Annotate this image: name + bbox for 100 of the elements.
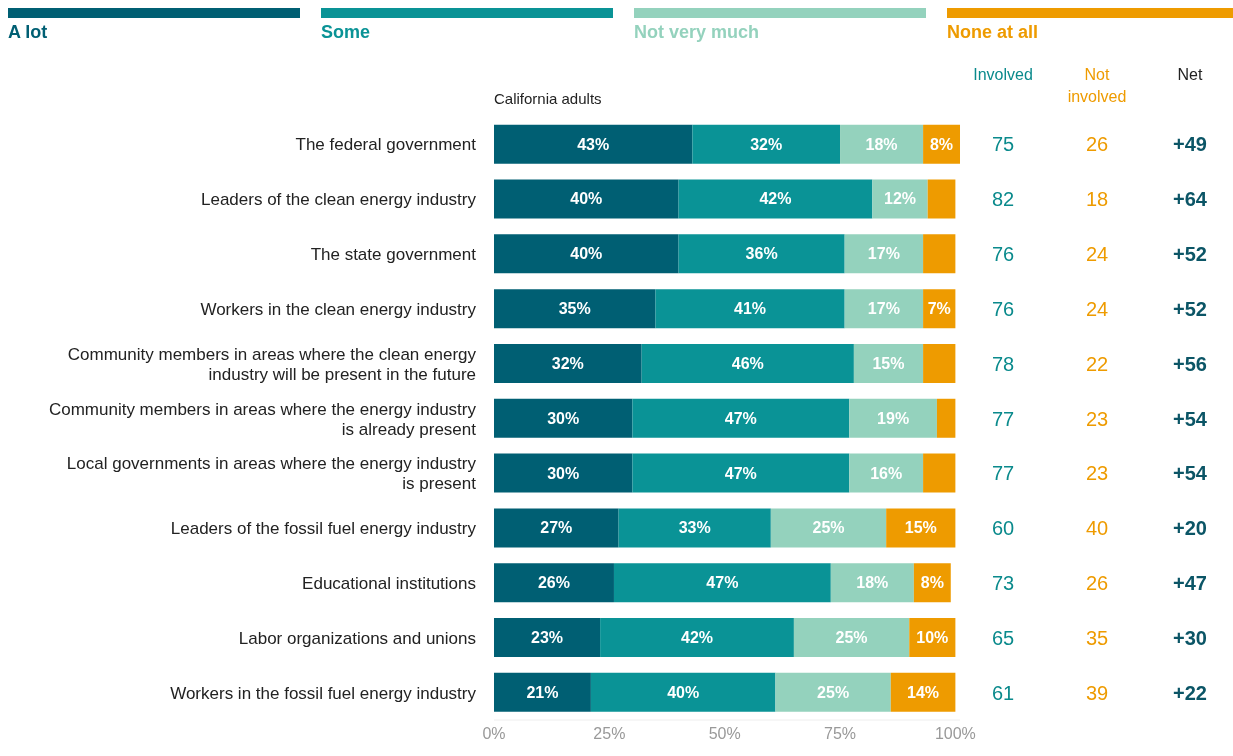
bar (494, 398, 633, 438)
data-label: 47% (706, 574, 739, 592)
bar (849, 398, 937, 438)
bar (494, 289, 656, 329)
x-tick-label: 100% (934, 725, 976, 743)
text: 26 (1084, 132, 1110, 157)
text: 82 (990, 187, 1016, 212)
data-label: 30% (547, 464, 580, 482)
data-label: 12% (884, 190, 917, 208)
bar (853, 343, 924, 383)
bar (494, 124, 693, 164)
y-tick-label: Workers in the fossil fuel energy industry (170, 683, 477, 703)
data-label: 27% (540, 519, 573, 537)
text: 60 (990, 516, 1016, 541)
text: 78 (990, 351, 1016, 376)
x-tick-label: 50% (708, 725, 741, 743)
data-label: 26% (537, 574, 570, 592)
text: +49 (1172, 132, 1208, 157)
text: 22 (1084, 351, 1110, 376)
bar (936, 398, 956, 438)
bar (613, 563, 831, 603)
text: None at all (947, 22, 1040, 43)
text: 24 (1084, 296, 1110, 321)
bar (655, 289, 845, 329)
data-label: 42% (680, 629, 714, 647)
text: 65 (990, 625, 1016, 650)
text: 75 (990, 132, 1016, 157)
text: Not very much (634, 22, 761, 43)
chart-subtitle: California adults (494, 90, 602, 107)
data-label: 18% (865, 135, 898, 153)
data-label: 35% (558, 300, 591, 318)
data-label: 19% (877, 409, 910, 427)
bar (494, 618, 601, 658)
text: 76 (990, 242, 1016, 267)
data-label: 47% (724, 464, 757, 482)
bar (840, 124, 924, 164)
text: +64 (1172, 187, 1208, 212)
bar (886, 508, 956, 548)
text: +54 (1172, 461, 1208, 486)
text: +54 (1172, 406, 1208, 431)
data-label: 32% (750, 135, 783, 153)
data-label: 7% (927, 300, 951, 318)
data-label: 10% (916, 629, 949, 647)
y-tick-label: Community members in areas where the energy industry is already present (48, 399, 477, 438)
bar (494, 453, 633, 493)
bar (844, 289, 924, 329)
bar (849, 453, 924, 493)
text: Involved (973, 65, 1033, 85)
bar (692, 124, 841, 164)
bar (775, 672, 891, 712)
bar (494, 179, 679, 219)
y-tick-label: Community members in areas where the clean energy industry will be present in the future (67, 344, 477, 384)
bar (494, 672, 591, 712)
bar (618, 508, 771, 548)
data-label: 25% (812, 519, 845, 537)
bar (927, 179, 956, 219)
data-label: 23% (531, 629, 564, 647)
text: +52 (1172, 242, 1208, 267)
text: Net (1177, 65, 1203, 85)
bar (632, 398, 850, 438)
data-label: 43% (577, 135, 610, 153)
bar (494, 563, 614, 603)
bar (830, 563, 914, 603)
data-label: 17% (867, 300, 900, 318)
data-label: 15% (904, 519, 937, 537)
text: 23 (1084, 406, 1110, 431)
bar (872, 179, 928, 219)
text: 77 (990, 406, 1016, 431)
bar (590, 672, 776, 712)
data-label: 42% (759, 190, 792, 208)
text: 76 (990, 296, 1016, 321)
text: 26 (1084, 570, 1110, 595)
y-tick-label: Leaders of the fossil fuel energy industry (170, 518, 477, 538)
bar (890, 672, 956, 712)
data-label: 40% (570, 245, 603, 263)
data-label: 15% (872, 354, 905, 372)
y-tick-label: Educational institutions (302, 573, 476, 593)
data-label: 17% (867, 245, 900, 263)
data-label: 30% (547, 409, 580, 427)
text: +22 (1172, 680, 1208, 705)
data-label: 36% (745, 245, 778, 263)
data-label: 47% (724, 409, 757, 427)
bar (600, 618, 794, 658)
data-label: 16% (870, 464, 903, 482)
data-label: 8% (920, 574, 944, 592)
text: 77 (990, 461, 1016, 486)
y-tick-label: Labor organizations and unions (238, 628, 476, 648)
data-label: 25% (817, 683, 850, 701)
text: +30 (1172, 625, 1208, 650)
text: +20 (1172, 516, 1208, 541)
text: 18 (1084, 187, 1110, 212)
y-tick-label: Local governments in areas where the energy industry is present (66, 453, 477, 493)
text: 39 (1084, 680, 1110, 705)
data-label: 8% (929, 135, 954, 153)
text: 35 (1084, 625, 1110, 650)
text: +47 (1172, 570, 1208, 595)
data-label: 41% (734, 300, 767, 318)
bar (678, 179, 873, 219)
text: +56 (1172, 351, 1208, 376)
bar (632, 453, 850, 493)
